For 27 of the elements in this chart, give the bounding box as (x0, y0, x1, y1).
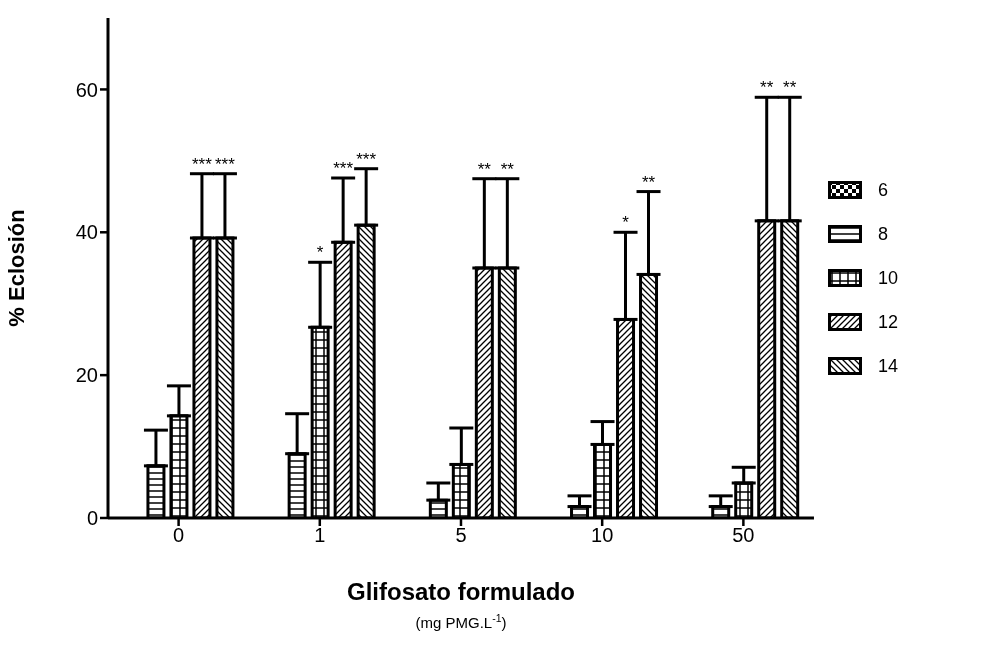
x-tick-label: 5 (455, 524, 467, 547)
legend-label: 8 (877, 223, 888, 245)
y-tick-label: 60 (75, 78, 98, 101)
annotation: * (316, 243, 324, 263)
y-tick-label: 40 (75, 221, 98, 244)
y-tick-label: 0 (86, 507, 98, 530)
annotation: ** (760, 78, 774, 98)
annotation: ** (477, 159, 492, 179)
annotation: *** (192, 154, 213, 174)
y-axis-title: % Eclosión (4, 209, 29, 327)
annotation: * (622, 213, 630, 233)
legend-label: 10 (877, 267, 898, 289)
annotation: *** (356, 149, 377, 169)
x-tick-label: 1 (314, 524, 326, 547)
x-axis-title: Glifosato formulado (mg PMG.L$^{-1}$) (346, 578, 575, 631)
y-tick-label: 20 (75, 364, 98, 387)
legend-label: 14 (877, 355, 898, 377)
annotation: ** (641, 172, 656, 192)
annotation: ** (783, 78, 797, 98)
legend-label: 6 (877, 179, 888, 201)
legend-label: 12 (877, 311, 898, 333)
x-tick-label: 0 (173, 524, 185, 547)
annotation: *** (215, 154, 236, 174)
annotation: *** (333, 159, 354, 178)
x-tick-label: 50 (732, 524, 755, 547)
x-tick-label: 10 (591, 524, 614, 547)
annotation: ** (500, 159, 515, 179)
